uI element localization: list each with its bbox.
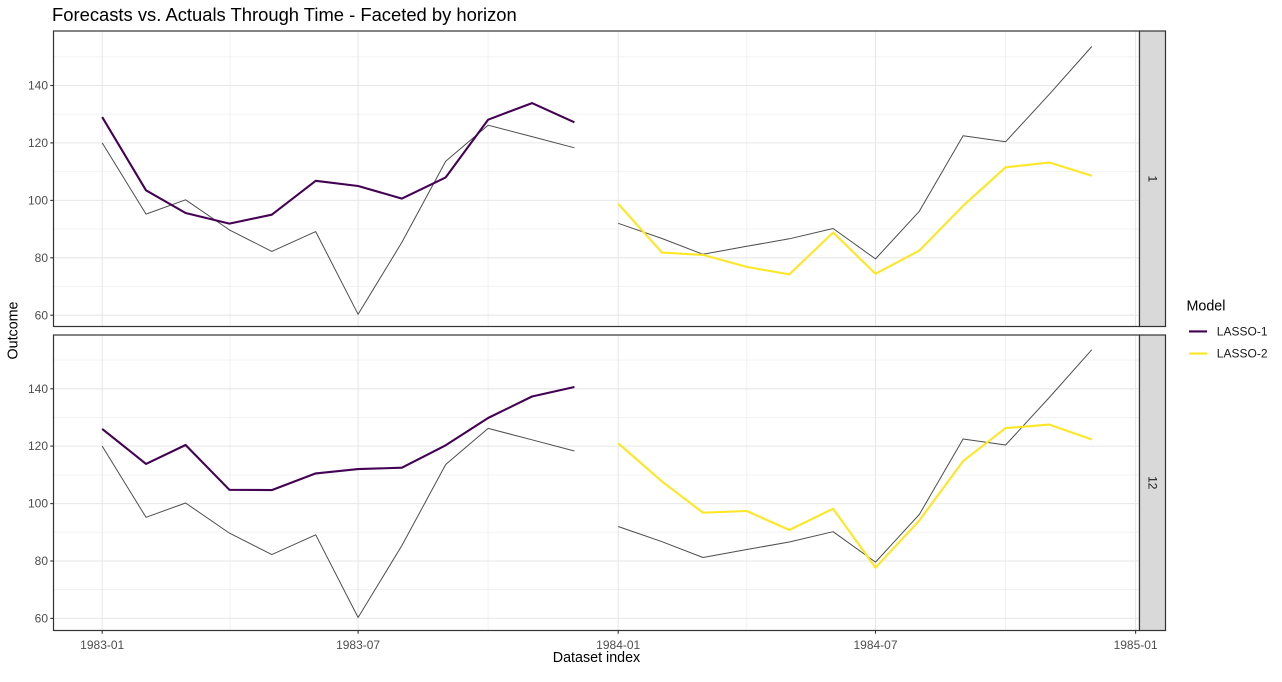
- svg-text:Model: Model: [1187, 299, 1226, 315]
- svg-text:Outcome: Outcome: [5, 301, 21, 359]
- svg-text:120: 120: [28, 439, 48, 453]
- svg-text:1985-01: 1985-01: [1114, 638, 1158, 652]
- svg-text:60: 60: [35, 308, 49, 322]
- svg-text:80: 80: [35, 554, 49, 568]
- svg-text:1983-01: 1983-01: [80, 638, 124, 652]
- svg-text:120: 120: [28, 136, 48, 150]
- svg-text:100: 100: [28, 193, 48, 207]
- svg-text:140: 140: [28, 382, 48, 396]
- svg-text:12: 12: [1145, 476, 1159, 490]
- svg-text:100: 100: [28, 497, 48, 511]
- svg-text:1984-07: 1984-07: [853, 638, 897, 652]
- svg-text:80: 80: [35, 251, 49, 265]
- svg-text:1: 1: [1145, 175, 1159, 182]
- svg-text:60: 60: [35, 611, 49, 625]
- svg-text:Forecasts vs. Actuals Through: Forecasts vs. Actuals Through Time - Fac…: [52, 4, 517, 25]
- svg-text:1984-01: 1984-01: [596, 638, 640, 652]
- svg-text:LASSO-2: LASSO-2: [1217, 347, 1268, 361]
- svg-text:1983-07: 1983-07: [336, 638, 380, 652]
- svg-text:LASSO-1: LASSO-1: [1217, 324, 1268, 338]
- svg-text:Dataset index: Dataset index: [553, 650, 640, 666]
- svg-text:140: 140: [28, 79, 48, 93]
